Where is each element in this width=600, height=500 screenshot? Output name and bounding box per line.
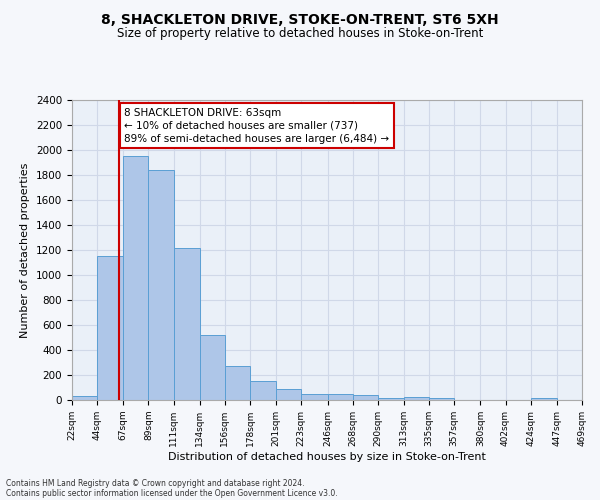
Bar: [97, 256, 124, 400]
Text: Contains HM Land Registry data © Crown copyright and database right 2024.: Contains HM Land Registry data © Crown c…: [6, 478, 305, 488]
Bar: [173, 248, 200, 400]
Bar: [378, 398, 404, 400]
Bar: [276, 390, 301, 400]
Bar: [530, 398, 557, 400]
Bar: [124, 156, 148, 400]
X-axis label: Distribution of detached houses by size in Stoke-on-Trent: Distribution of detached houses by size …: [168, 452, 486, 462]
Bar: [148, 170, 173, 400]
Bar: [328, 394, 353, 400]
Text: Contains public sector information licensed under the Open Government Licence v3: Contains public sector information licen…: [6, 488, 338, 498]
Bar: [404, 397, 429, 400]
Bar: [429, 398, 454, 400]
Bar: [225, 366, 250, 400]
Bar: [353, 395, 378, 400]
Bar: [301, 394, 328, 400]
Text: 8 SHACKLETON DRIVE: 63sqm
← 10% of detached houses are smaller (737)
89% of semi: 8 SHACKLETON DRIVE: 63sqm ← 10% of detac…: [124, 108, 389, 144]
Text: 8, SHACKLETON DRIVE, STOKE-ON-TRENT, ST6 5XH: 8, SHACKLETON DRIVE, STOKE-ON-TRENT, ST6…: [101, 12, 499, 26]
Bar: [250, 380, 276, 400]
Text: Size of property relative to detached houses in Stoke-on-Trent: Size of property relative to detached ho…: [117, 28, 483, 40]
Bar: [200, 335, 225, 400]
Y-axis label: Number of detached properties: Number of detached properties: [20, 162, 31, 338]
Bar: [72, 396, 97, 400]
